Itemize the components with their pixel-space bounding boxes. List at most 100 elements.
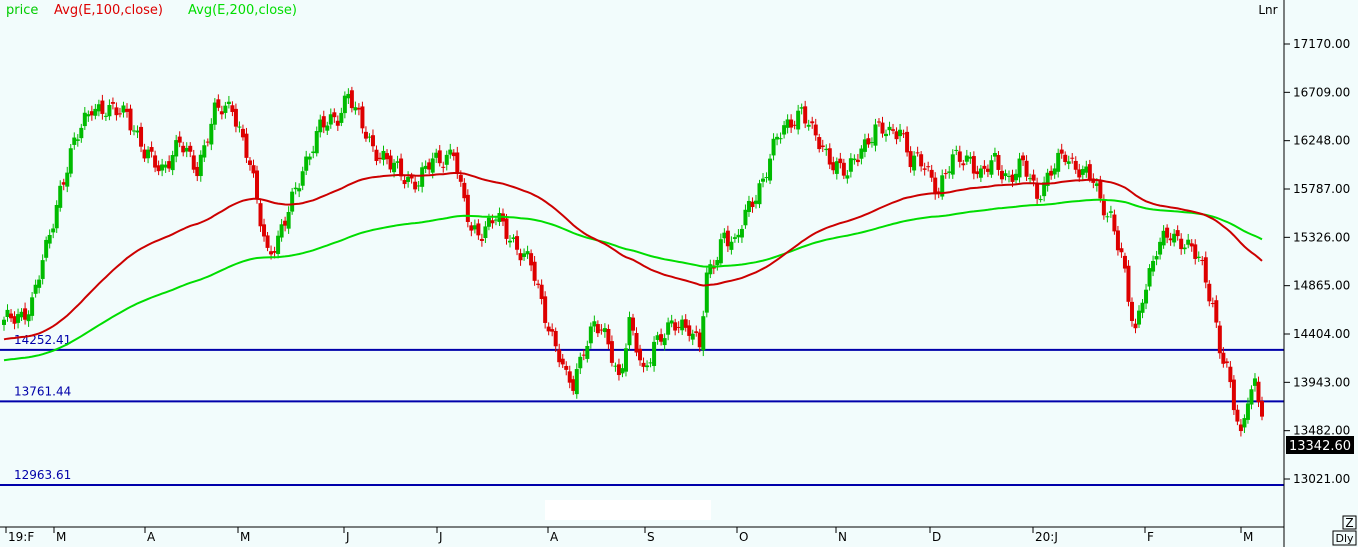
- candle-body: [982, 165, 987, 169]
- candle-body: [283, 220, 288, 226]
- zoom-button[interactable]: Z: [1342, 515, 1357, 530]
- period-button-label[interactable]: Dly: [1335, 532, 1354, 545]
- candle-body: [743, 209, 748, 226]
- candle-body: [862, 139, 867, 152]
- candle-body: [662, 338, 667, 346]
- candle-body: [992, 152, 997, 157]
- candle-body: [704, 272, 709, 313]
- candle-body: [93, 108, 98, 116]
- period-button-box[interactable]: [1332, 530, 1357, 546]
- candle-body: [529, 253, 534, 266]
- candle-body: [732, 237, 737, 239]
- candle-body: [290, 191, 295, 212]
- candle-body: [191, 155, 196, 170]
- candle-body: [694, 331, 699, 334]
- zoom-button-label[interactable]: Z: [1345, 516, 1353, 530]
- candle-body: [490, 220, 495, 224]
- candle-body: [1056, 152, 1061, 172]
- candle-body: [1175, 230, 1180, 237]
- candle-body: [1172, 233, 1177, 243]
- candle-body: [335, 120, 340, 126]
- candle-body: [761, 178, 766, 182]
- candle-body: [1203, 257, 1208, 283]
- candle-body: [613, 365, 618, 367]
- candle-body: [824, 148, 829, 151]
- support-line-label: 12963.61: [14, 468, 71, 482]
- candle-body: [718, 239, 723, 264]
- candle-body: [1084, 166, 1089, 173]
- candle-body: [1168, 238, 1173, 241]
- candle-body: [121, 105, 126, 113]
- candle-body: [866, 138, 871, 145]
- candle-body: [978, 168, 983, 178]
- candle-body: [339, 112, 344, 123]
- candle-body: [409, 175, 414, 179]
- y-tick-label: 15326.00: [1293, 230, 1350, 244]
- candle-body: [578, 356, 583, 369]
- candle-body: [515, 236, 520, 250]
- candle-body: [385, 153, 390, 160]
- candle-body: [209, 123, 214, 145]
- candle-body: [356, 107, 361, 110]
- candle-body: [1080, 169, 1085, 175]
- candle-body: [244, 133, 249, 158]
- candle-body: [1158, 241, 1163, 255]
- candle-body: [687, 325, 692, 336]
- y-tick-label: 14865.00: [1293, 279, 1350, 293]
- last-price-tag: 13342.60: [1286, 436, 1354, 454]
- candle-body: [455, 152, 460, 174]
- candle-body: [216, 99, 221, 108]
- candle-body: [599, 329, 604, 331]
- candle-body: [634, 332, 639, 353]
- candle-body: [370, 135, 375, 147]
- candle-body: [377, 157, 382, 160]
- legend-ema100: Avg(E,100,close): [54, 3, 163, 18]
- candle-body: [1028, 178, 1033, 180]
- candle-body: [869, 142, 874, 144]
- candle-body: [648, 362, 653, 364]
- candle-body: [469, 225, 474, 231]
- candle-body: [1151, 260, 1156, 272]
- candle-body: [697, 332, 702, 348]
- candle-body: [89, 111, 94, 116]
- candle-body: [669, 320, 674, 324]
- candle-body: [638, 348, 643, 361]
- candle-body: [51, 228, 56, 233]
- candle-body: [251, 165, 256, 174]
- candle-body: [543, 296, 548, 323]
- candle-body: [1108, 211, 1113, 213]
- candle-body: [392, 162, 397, 173]
- candle-body: [86, 114, 91, 117]
- candle-body: [567, 371, 572, 383]
- ema100-line: [3, 172, 1263, 341]
- candle-body: [117, 113, 122, 115]
- candles-layer: [2, 86, 1264, 437]
- candle-body: [346, 93, 351, 99]
- candle-body: [167, 161, 172, 169]
- candle-body: [146, 149, 151, 159]
- candle-body: [817, 137, 822, 150]
- y-tick-label: 16709.00: [1293, 85, 1350, 99]
- last-price-box: [1286, 436, 1354, 454]
- candle-body: [300, 171, 305, 186]
- candle-body: [82, 112, 87, 127]
- candle-body: [539, 284, 544, 299]
- candle-body: [585, 345, 590, 359]
- candle-body: [40, 260, 45, 279]
- candle-body: [58, 185, 63, 208]
- scale-mode-label[interactable]: Lnr: [1258, 3, 1277, 17]
- candle-body: [1021, 155, 1026, 161]
- candle-body: [799, 107, 804, 109]
- candle-body: [1129, 301, 1134, 321]
- period-button[interactable]: Dly: [1332, 530, 1357, 546]
- zoom-button-box[interactable]: [1342, 515, 1357, 530]
- candle-body: [1087, 164, 1092, 179]
- candle-body: [202, 145, 207, 158]
- candle-body: [609, 341, 614, 363]
- candle-body: [1196, 256, 1201, 258]
- candle-body: [153, 155, 158, 168]
- candle-body: [124, 108, 129, 112]
- candle-body: [1179, 238, 1184, 250]
- y-axis: 17170.00 16709.00 16248.00 15787.00 15326.00…: [1284, 37, 1350, 486]
- candle-body: [163, 164, 168, 168]
